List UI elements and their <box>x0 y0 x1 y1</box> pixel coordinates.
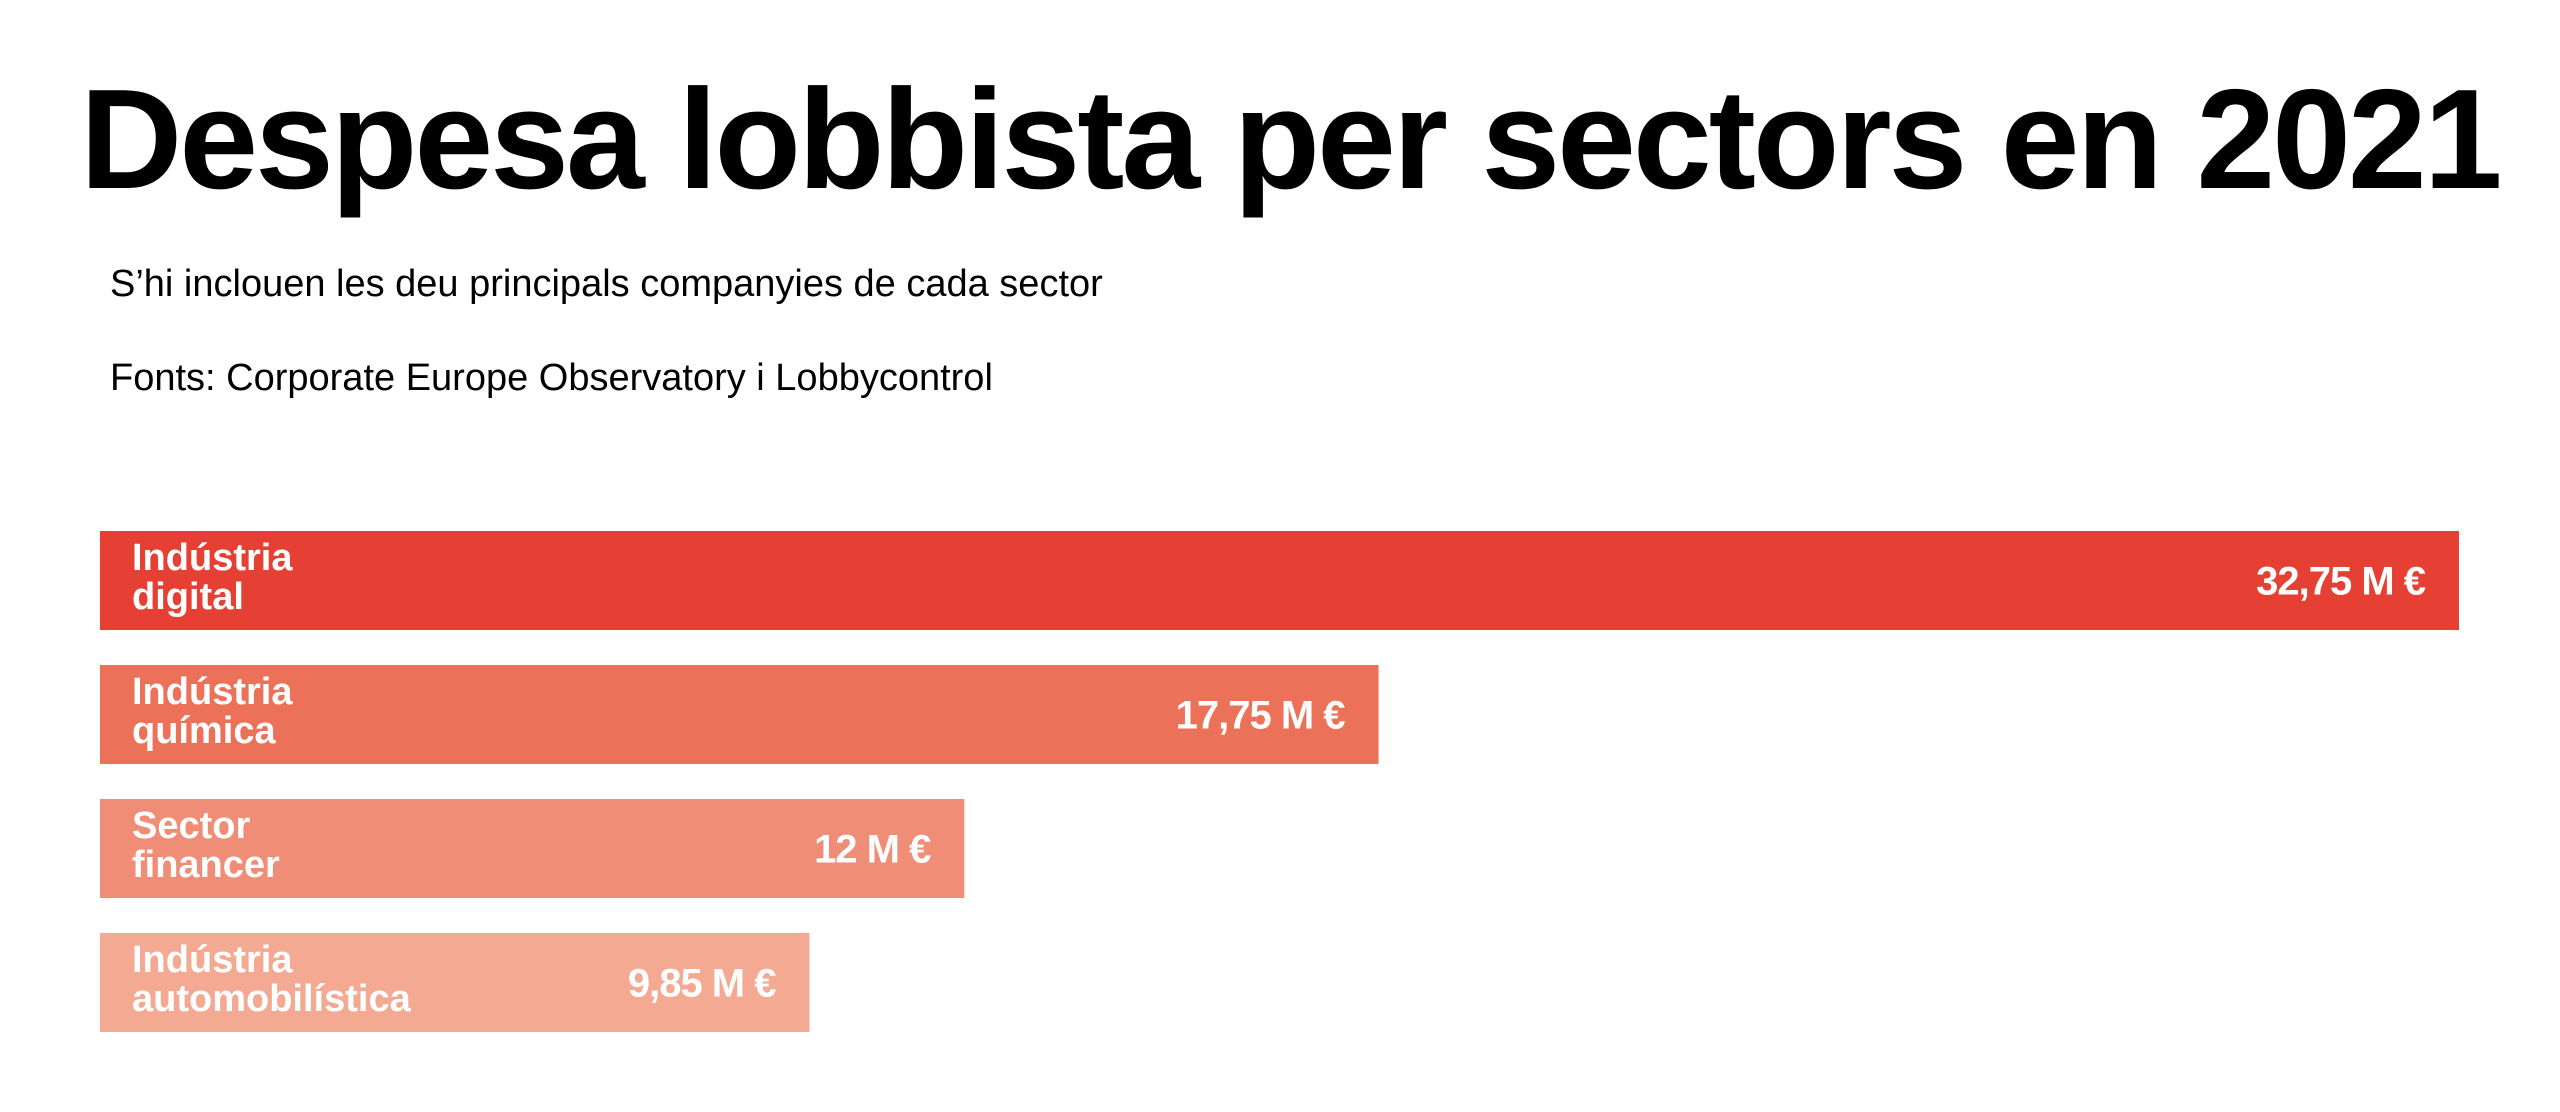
bar <box>100 531 2459 630</box>
category-label-line: financer <box>132 844 280 886</box>
bar-category-label: Indústria química <box>132 671 293 752</box>
category-label-line: automobilística <box>132 978 412 1020</box>
category-label-line: Indústria <box>132 537 293 579</box>
category-label-line: Indústria <box>132 671 293 713</box>
category-label-line: Indústria <box>132 939 293 981</box>
bar <box>100 665 1379 764</box>
bar <box>100 799 965 898</box>
bar-value-label: 12 M € <box>814 828 931 872</box>
bar-group: Sector financer 12 M € <box>100 799 965 898</box>
chart-source: Fonts: Corporate Europe Observatory i Lo… <box>110 357 993 399</box>
bar-value-label: 17,75 M € <box>1176 694 1346 738</box>
chart-title: Despesa lobbista per sectors en 2021 <box>80 60 2503 219</box>
bar <box>100 933 810 1032</box>
bar-category-label: Indústria automobilística <box>132 939 412 1020</box>
bar-category-label: Sector financer <box>132 805 280 886</box>
bar-value-label: 32,75 M € <box>2256 560 2426 604</box>
category-label-line: digital <box>132 576 244 618</box>
chart-subtitle: S’hi inclouen les deu principals company… <box>110 263 1103 305</box>
bar-group: Indústria automobilística 9,85 M € <box>100 933 810 1032</box>
bar-group: Indústria química 17,75 M € <box>100 665 1379 764</box>
bar-chart: Indústria digital 32,75 M €Indústria químic… <box>100 531 2459 1032</box>
bar-group: Indústria digital 32,75 M € <box>100 531 2459 630</box>
bar-category-label: Indústria digital <box>132 537 293 618</box>
category-label-line: química <box>132 710 276 752</box>
category-label-line: Sector <box>132 805 250 847</box>
bar-value-label: 9,85 M € <box>628 962 776 1006</box>
